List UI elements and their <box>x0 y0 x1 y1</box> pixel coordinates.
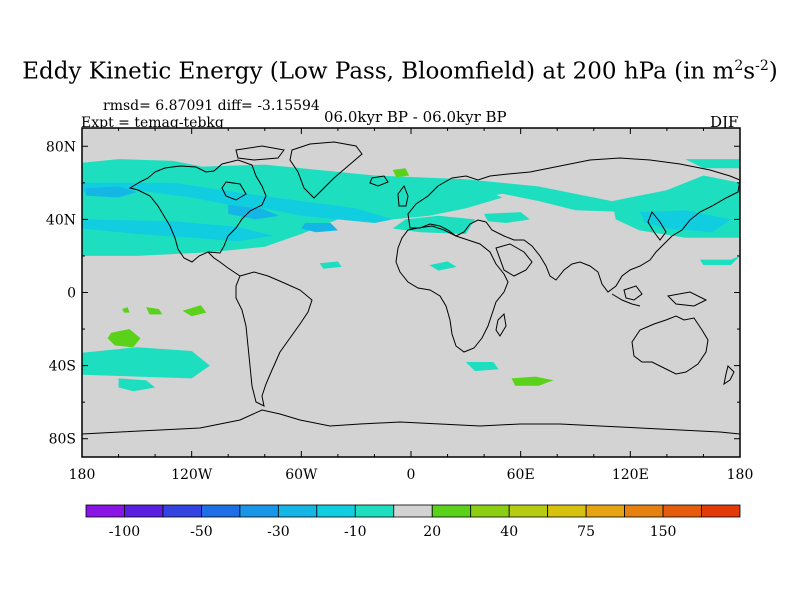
y-axis: 80N 40N 0 40S 80S <box>46 139 740 448</box>
madagascar-outline <box>495 312 507 337</box>
colorbar-label: 40 <box>500 524 518 540</box>
colorbar-label: -100 <box>109 524 140 540</box>
uk-outline <box>397 184 409 207</box>
region-13 <box>82 347 210 379</box>
x-tick-label: 180 <box>69 467 96 483</box>
region-11 <box>685 159 740 169</box>
colorbar-swatch <box>393 504 433 518</box>
region-19 <box>107 329 141 348</box>
region-18 <box>392 168 410 178</box>
arabia-outline <box>495 243 533 277</box>
region-21 <box>182 305 207 317</box>
colorbar-swatch <box>162 504 202 518</box>
y-tick-label: 80S <box>49 432 76 448</box>
colorbar-swatch <box>85 504 125 518</box>
central-america-outline <box>207 251 241 277</box>
africa-outline <box>395 225 509 353</box>
region-2 <box>82 182 393 223</box>
colorbar-swatch <box>701 504 741 518</box>
colorbar-label: -10 <box>344 524 367 540</box>
colorbar-swatch <box>508 504 549 518</box>
period-label: 06.0kyr BP - 06.0kyr BP <box>324 108 507 126</box>
colorbar-swatch <box>316 504 356 518</box>
region-14 <box>118 378 156 392</box>
arctic-islands-outline <box>235 145 285 161</box>
borneo-outline <box>623 285 643 301</box>
region-6 <box>301 223 338 233</box>
colorbar-swatch <box>239 504 279 518</box>
region-20 <box>146 307 163 315</box>
colorbar-swatch <box>124 504 164 518</box>
experiment-label: Expt = temag-tebkg <box>81 115 224 131</box>
region-17 <box>319 261 342 269</box>
colorbar-label: 150 <box>650 524 677 540</box>
colorbar-label: 75 <box>577 524 595 540</box>
antarctica-outline <box>82 409 740 435</box>
y-tick-label: 80N <box>46 139 76 155</box>
x-tick-label: 60W <box>285 467 318 483</box>
colorbar-swatch <box>470 504 510 518</box>
region-16 <box>429 261 457 271</box>
south-america-outline <box>235 271 313 407</box>
region-5 <box>228 204 280 220</box>
new-zealand-outline <box>723 365 735 386</box>
region-15 <box>465 362 499 372</box>
colorbar-swatch <box>201 504 241 518</box>
y-tick-label: 0 <box>67 286 76 302</box>
coastlines <box>82 141 740 435</box>
season-label: DJF <box>710 113 739 131</box>
x-tick-label: 120E <box>612 467 649 483</box>
y-tick-label: 40S <box>49 359 76 375</box>
region-12 <box>699 255 740 266</box>
australia-outline <box>631 315 709 375</box>
region-3 <box>82 219 274 242</box>
x-tick-label: 120W <box>171 467 213 483</box>
colorbar-swatch <box>662 504 702 518</box>
colorbar-swatch <box>354 504 395 518</box>
new-guinea-outline <box>666 291 708 307</box>
iceland-outline <box>369 175 389 187</box>
sumatra-java-outline <box>611 293 641 307</box>
colorbar-swatch <box>277 504 318 518</box>
colorbar-swatch <box>431 504 472 518</box>
region-4 <box>85 186 137 198</box>
colorbar-label: 20 <box>423 524 441 540</box>
japan-outline <box>647 211 667 241</box>
colorbar-swatch <box>624 504 664 518</box>
greenland-outline <box>289 141 363 199</box>
y-tick-label: 40N <box>46 212 76 228</box>
x-tick-label: 180 <box>727 467 754 483</box>
north-america-outline <box>128 159 267 263</box>
colorbar-label: -50 <box>190 524 213 540</box>
hudson-bay-outline <box>221 181 247 201</box>
x-tick-label: 60E <box>507 467 535 483</box>
colorbar-swatch <box>547 504 587 518</box>
region-22 <box>122 307 130 313</box>
rmsd-diff-stats: rmsd= 6.87091 diff= -3.15594 <box>103 98 320 114</box>
region-23 <box>511 376 554 386</box>
colorbar-swatch <box>585 504 625 518</box>
colorbar: -100 -50 -30 -10 20 40 75 150 <box>85 504 741 540</box>
region-8 <box>484 212 530 223</box>
anomaly-regions <box>82 159 740 392</box>
eurasia-outline <box>407 157 740 293</box>
x-tick-label: 0 <box>407 467 416 483</box>
chart-title: Eddy Kinetic Energy (Low Pass, Bloomfiel… <box>22 58 778 85</box>
region-1 <box>82 164 740 220</box>
x-axis: 180 120W 60W 0 60E 120E 180 <box>69 128 754 483</box>
colorbar-label: -30 <box>267 524 290 540</box>
